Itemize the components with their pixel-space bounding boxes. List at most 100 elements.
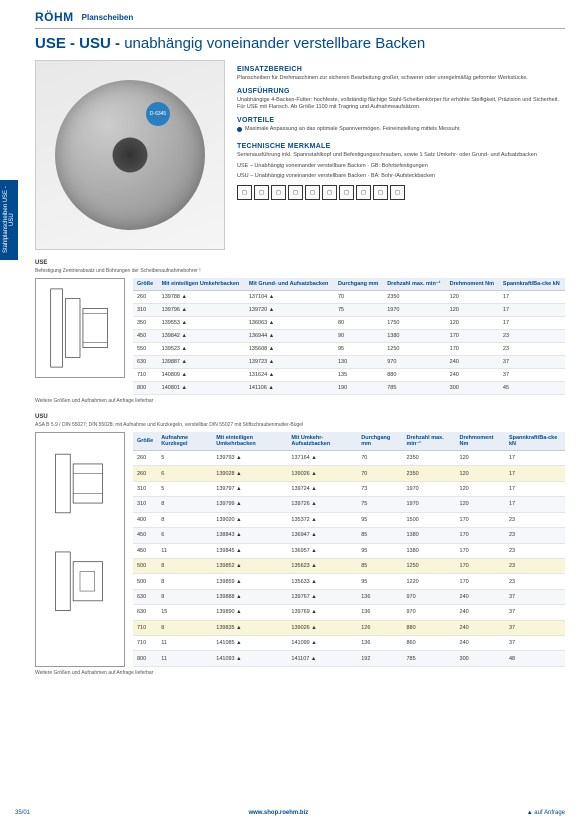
table-cell: 1970: [402, 481, 455, 496]
table-cell: 170: [456, 512, 505, 527]
table-cell: 630: [133, 356, 158, 369]
table-cell: 95: [334, 343, 383, 356]
table-cell: 1380: [402, 528, 455, 543]
table-cell: 8: [157, 620, 212, 635]
table-cell: 139887 ▲: [158, 356, 245, 369]
icon-row: ◻◻◻◻◻◻◻◻◻◻: [237, 185, 565, 200]
info-column: EINSATZBEREICH Planscheiben für Drehmasc…: [237, 60, 565, 250]
table-cell: 23: [499, 330, 565, 343]
table-cell: 139799 ▲: [212, 497, 287, 512]
table-cell: 80: [334, 317, 383, 330]
table-cell: 135608 ▲: [245, 343, 334, 356]
table-cell: 8: [157, 512, 212, 527]
table-cell: 23: [499, 343, 565, 356]
footer-right: ▲ auf Anfrage: [527, 810, 565, 816]
table-cell: 860: [402, 636, 455, 651]
table-cell: 138843 ▲: [212, 528, 287, 543]
table-cell: 8: [157, 574, 212, 589]
table-cell: 23: [505, 558, 565, 573]
table-cell: 240: [456, 620, 505, 635]
table-cell: 880: [402, 620, 455, 635]
table-cell: 500: [133, 574, 157, 589]
table-header: Aufnahme Kurzkegel: [157, 432, 212, 451]
table-cell: 23: [505, 574, 565, 589]
table-row: 7108139835 ▲139026 ▲12688024037: [133, 620, 565, 635]
table-cell: 85: [357, 558, 402, 573]
table-row: 310139796 ▲139720 ▲75197012017: [133, 304, 565, 317]
table-row: 630139887 ▲139723 ▲13097024037: [133, 356, 565, 369]
table-cell: 139797 ▲: [212, 481, 287, 496]
section-einsatz-h: EINSATZBEREICH: [237, 66, 565, 73]
table-cell: 70: [357, 466, 402, 481]
table-cell: 139720 ▲: [245, 304, 334, 317]
table-cell: 139842 ▲: [158, 330, 245, 343]
table-row: 4506138843 ▲136947 ▲85138017023: [133, 528, 565, 543]
table-cell: 630: [133, 589, 157, 604]
table-cell: 240: [456, 605, 505, 620]
table-row: 800140801 ▲141106 ▲19078530045: [133, 382, 565, 395]
spec-icon: ◻: [254, 185, 269, 200]
vort-text: Maximale Anpassung an das optimale Spann…: [245, 126, 461, 133]
table-cell: 11: [157, 543, 212, 558]
table-cell: 17: [505, 481, 565, 496]
table-cell: 300: [446, 382, 499, 395]
section-vort-h: VORTEILE: [237, 117, 565, 124]
table-header: Durchgang mm: [334, 278, 383, 291]
table-cell: 710: [133, 369, 158, 382]
table-cell: 450: [133, 543, 157, 558]
table-cell: 139793 ▲: [212, 451, 287, 466]
page-header: RÖHM Planscheiben: [35, 10, 565, 24]
table2-title: USU: [35, 414, 565, 420]
table-cell: 139026 ▲: [287, 620, 357, 635]
table-cell: 136: [357, 636, 402, 651]
table-header: Spannkraft/Ba-cke kN: [499, 278, 565, 291]
table2-note: Weitere Größen und Aufnahmen auf Anfrage…: [35, 670, 565, 676]
spec-icon: ◻: [322, 185, 337, 200]
table-cell: 400: [133, 512, 157, 527]
main-title: USE - USU - unabhängig voneinander verst…: [35, 35, 565, 52]
table1-note: Weitere Größen und Aufnahmen auf Anfrage…: [35, 398, 565, 404]
table-cell: 710: [133, 636, 157, 651]
table-cell: 1250: [402, 558, 455, 573]
table-cell: 350: [133, 317, 158, 330]
table-cell: 139796 ▲: [158, 304, 245, 317]
product-image: D-6345: [35, 60, 225, 250]
table-cell: 550: [133, 343, 158, 356]
spec-icon: ◻: [390, 185, 405, 200]
table-cell: 139726 ▲: [287, 497, 357, 512]
table-row: 550139523 ▲135608 ▲95125017023: [133, 343, 565, 356]
table-cell: 450: [133, 528, 157, 543]
table-cell: 970: [402, 589, 455, 604]
table-cell: 23: [505, 512, 565, 527]
section-tech-h: TECHNISCHE MERKMALE: [237, 143, 565, 150]
table-row: 71011141085 ▲141099 ▲13686024037: [133, 636, 565, 651]
table-cell: 70: [357, 451, 402, 466]
table-row: 260139788 ▲137104 ▲70235012017: [133, 291, 565, 304]
table-row: 4008139020 ▲135372 ▲95150017023: [133, 512, 565, 527]
table-cell: 37: [505, 620, 565, 635]
table-row: 3105139797 ▲139724 ▲73197012017: [133, 481, 565, 496]
table-cell: 8: [157, 589, 212, 604]
table-cell: 37: [505, 636, 565, 651]
table-row: 63015139890 ▲139769 ▲13697024037: [133, 605, 565, 620]
table-row: 2606139028 ▲139026 ▲70235012017: [133, 466, 565, 481]
table-cell: 136063 ▲: [245, 317, 334, 330]
table-cell: 136: [357, 605, 402, 620]
table-cell: 139724 ▲: [287, 481, 357, 496]
table-cell: 95: [357, 512, 402, 527]
table-cell: 190: [334, 382, 383, 395]
table-cell: 139845 ▲: [212, 543, 287, 558]
table-cell: 8: [157, 558, 212, 573]
legend-usu: USU – Unabhängig voneinander verstellbar…: [237, 173, 565, 179]
table-cell: 192: [357, 651, 402, 667]
table1-block: USE Befestigung Zentrierabsatz und Bohru…: [35, 260, 565, 404]
table-cell: 630: [133, 605, 157, 620]
table-cell: 1380: [383, 330, 445, 343]
table-cell: 240: [446, 356, 499, 369]
vort-bullet: Maximale Anpassung an das optimale Spann…: [237, 126, 565, 136]
table-cell: 240: [456, 636, 505, 651]
table-cell: 500: [133, 558, 157, 573]
table-header: Drehzahl max. min⁻¹: [383, 278, 445, 291]
table-cell: 48: [505, 651, 565, 667]
table-cell: 6: [157, 528, 212, 543]
